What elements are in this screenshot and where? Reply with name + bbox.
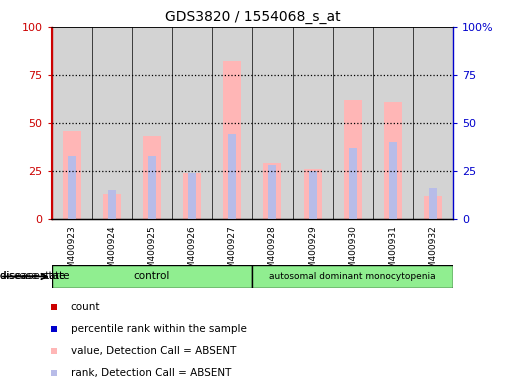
Bar (92, 27, 132, 219)
Text: percentile rank within the sample: percentile rank within the sample (71, 324, 247, 334)
Bar (333, 27, 373, 219)
Bar (268, 165, 277, 219)
Bar (52, 27, 92, 219)
Bar (384, 102, 402, 219)
Bar (349, 148, 357, 219)
Bar (429, 188, 437, 219)
Bar (373, 27, 413, 219)
Bar (62, 131, 81, 219)
Text: value, Detection Call = ABSENT: value, Detection Call = ABSENT (71, 346, 236, 356)
Bar (303, 169, 322, 219)
Bar (143, 136, 161, 219)
Bar (52, 265, 252, 288)
Text: control: control (134, 271, 170, 281)
Bar (67, 156, 76, 219)
Text: disease state: disease state (0, 271, 65, 281)
Bar (252, 265, 453, 288)
Bar (424, 196, 442, 219)
Bar (212, 27, 252, 219)
Text: rank, Detection Call = ABSENT: rank, Detection Call = ABSENT (71, 368, 231, 378)
Bar (228, 134, 236, 219)
Bar (108, 190, 116, 219)
Bar (188, 173, 196, 219)
Bar (344, 100, 362, 219)
Bar (252, 27, 293, 219)
Text: disease state: disease state (0, 271, 73, 281)
Bar (413, 27, 453, 219)
Title: GDS3820 / 1554068_s_at: GDS3820 / 1554068_s_at (164, 10, 340, 25)
Bar (293, 27, 333, 219)
Bar (148, 156, 156, 219)
Text: autosomal dominant monocytopenia: autosomal dominant monocytopenia (269, 272, 436, 281)
Bar (183, 173, 201, 219)
Bar (172, 27, 212, 219)
Bar (263, 163, 282, 219)
Bar (308, 171, 317, 219)
Bar (132, 27, 172, 219)
Text: count: count (71, 302, 100, 312)
Bar (223, 61, 242, 219)
Bar (389, 142, 397, 219)
Bar (102, 194, 121, 219)
